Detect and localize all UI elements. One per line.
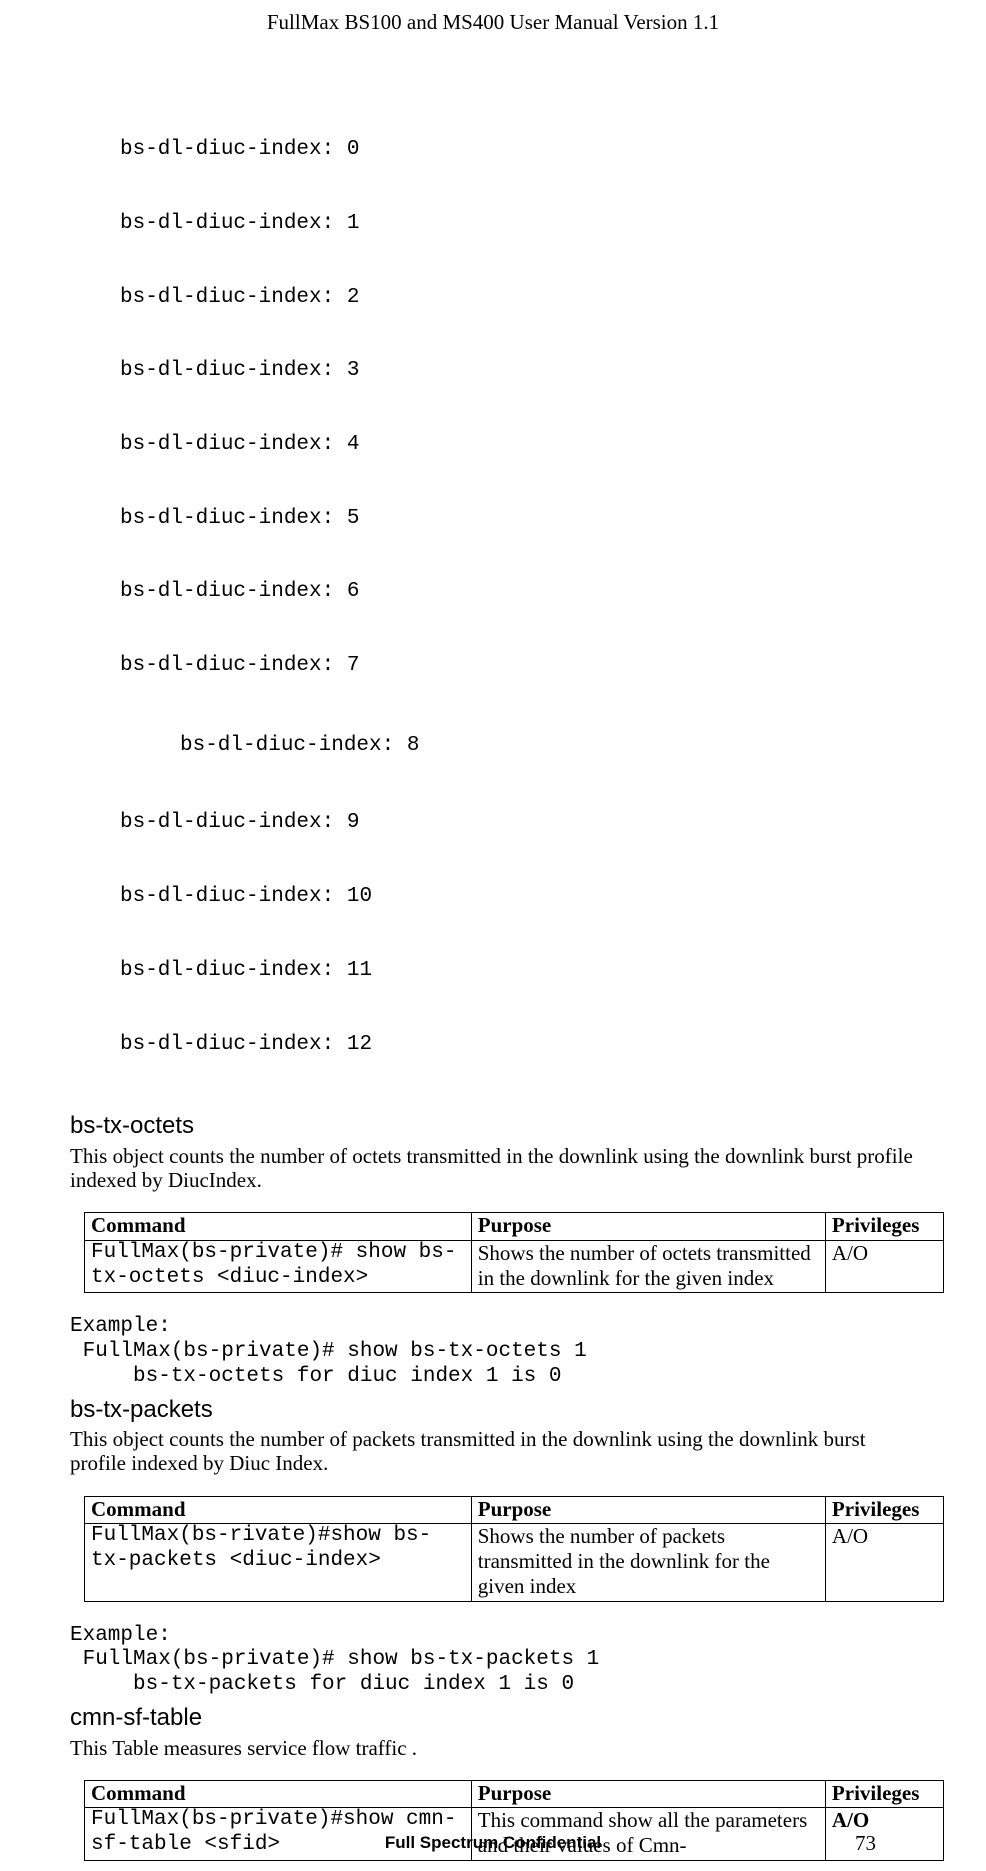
table-row: FullMax(bs-private)# show bs-tx-octets <…: [85, 1240, 944, 1293]
th-privileges: Privileges: [825, 1496, 943, 1524]
th-command: Command: [85, 1213, 472, 1241]
th-purpose: Purpose: [471, 1213, 825, 1241]
th-command: Command: [85, 1496, 472, 1524]
cell-privileges: A/O: [825, 1524, 943, 1601]
diuc-line: bs-dl-diuc-index: 5: [120, 507, 916, 532]
example-line: bs-tx-packets for diuc index 1 is 0: [70, 1673, 916, 1698]
example-block-packets: Example: FullMax(bs-private)# show bs-tx…: [70, 1624, 916, 1698]
cell-command: FullMax(bs-private)# show bs-tx-octets <…: [85, 1240, 472, 1293]
section-heading-packets: bs-tx-packets: [70, 1396, 916, 1424]
diuc-inset-line: bs-dl-diuc-index: 8: [70, 734, 916, 759]
diuc-line: bs-dl-diuc-index: 6: [120, 580, 916, 605]
th-purpose: Purpose: [471, 1780, 825, 1808]
doc-header-title: FullMax BS100 and MS400 User Manual Vers…: [70, 10, 916, 34]
diuc-line: bs-dl-diuc-index: 10: [120, 885, 916, 910]
table-header-row: Command Purpose Privileges: [85, 1496, 944, 1524]
example-block-octets: Example: FullMax(bs-private)# show bs-tx…: [70, 1315, 916, 1389]
section-para-octets: This object counts the number of octets …: [70, 1144, 916, 1192]
footer-confidential: Full Spectrum Confidential: [0, 1833, 986, 1853]
diuc-line: bs-dl-diuc-index: 4: [120, 433, 916, 458]
section-heading-sftable: cmn-sf-table: [70, 1704, 916, 1732]
example-label: Example:: [70, 1624, 916, 1649]
diuc-line: bs-dl-diuc-index: 1: [120, 212, 916, 237]
cell-command: FullMax(bs-rivate)#show bs-tx-packets <d…: [85, 1524, 472, 1601]
diuc-list-a: bs-dl-diuc-index: 0 bs-dl-diuc-index: 1 …: [70, 89, 916, 728]
table-row: FullMax(bs-rivate)#show bs-tx-packets <d…: [85, 1524, 944, 1601]
diuc-line: bs-dl-diuc-index: 9: [120, 811, 916, 836]
section-para-sftable: This Table measures service flow traffic…: [70, 1736, 916, 1760]
diuc-line: bs-dl-diuc-index: 12: [120, 1033, 916, 1058]
th-purpose: Purpose: [471, 1496, 825, 1524]
example-line: bs-tx-octets for diuc index 1 is 0: [70, 1365, 916, 1390]
th-privileges: Privileges: [825, 1780, 943, 1808]
diuc-line: bs-dl-diuc-index: 11: [120, 959, 916, 984]
diuc-list-b: bs-dl-diuc-index: 9 bs-dl-diuc-index: 10…: [70, 762, 916, 1106]
page-number: 73: [855, 1831, 876, 1855]
diuc-line: bs-dl-diuc-index: 3: [120, 359, 916, 384]
example-label: Example:: [70, 1315, 916, 1340]
table-header-row: Command Purpose Privileges: [85, 1213, 944, 1241]
diuc-line: bs-dl-diuc-index: 2: [120, 286, 916, 311]
section-heading-octets: bs-tx-octets: [70, 1112, 916, 1140]
table-header-row: Command Purpose Privileges: [85, 1780, 944, 1808]
th-command: Command: [85, 1780, 472, 1808]
example-line: FullMax(bs-private)# show bs-tx-octets 1: [70, 1340, 916, 1365]
table-octets: Command Purpose Privileges FullMax(bs-pr…: [84, 1212, 944, 1293]
diuc-line: bs-dl-diuc-index: 0: [120, 138, 916, 163]
cell-privileges: A/O: [825, 1240, 943, 1293]
diuc-line: bs-dl-diuc-index: 7: [120, 654, 916, 679]
section-para-packets: This object counts the number of packets…: [70, 1427, 916, 1475]
cell-purpose: Shows the number of octets transmitted i…: [471, 1240, 825, 1293]
cell-purpose: Shows the number of packets transmitted …: [471, 1524, 825, 1601]
table-packets: Command Purpose Privileges FullMax(bs-ri…: [84, 1496, 944, 1602]
th-privileges: Privileges: [825, 1213, 943, 1241]
example-line: FullMax(bs-private)# show bs-tx-packets …: [70, 1648, 916, 1673]
